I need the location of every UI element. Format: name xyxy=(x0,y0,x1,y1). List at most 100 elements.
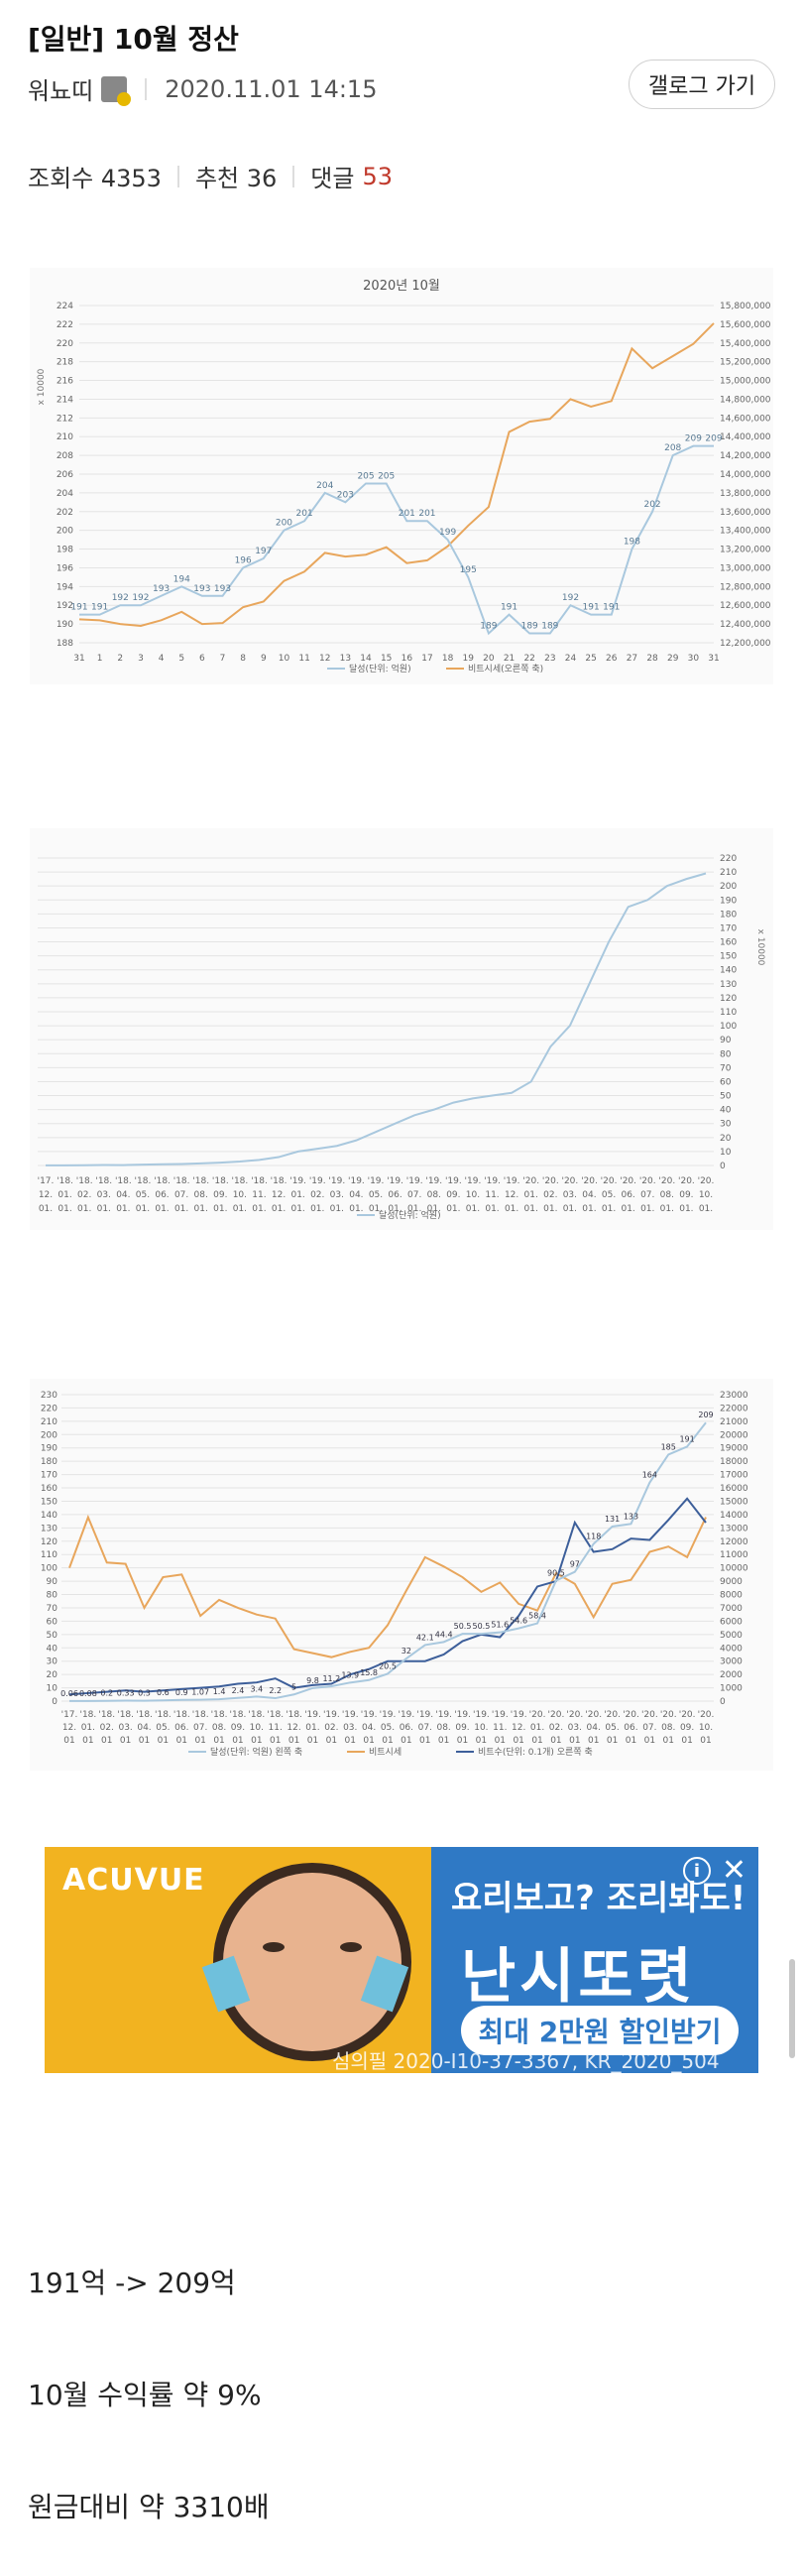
x-tick-label: '18. xyxy=(267,1710,284,1720)
data-label: 2.4 xyxy=(232,1686,245,1695)
x-tick-label: 01. xyxy=(39,1204,53,1214)
data-label: 2.2 xyxy=(269,1686,282,1695)
x-tick-label: 01. xyxy=(155,1204,169,1214)
page-scrollbar[interactable] xyxy=(789,1959,795,2058)
x-tick-label: 01 xyxy=(82,1736,93,1746)
y-tick-label: 220 xyxy=(41,1404,57,1413)
x-tick-label: '18. xyxy=(211,1710,228,1720)
y2-tick-label: 19000 xyxy=(720,1444,748,1454)
x-tick-label: '18. xyxy=(192,1176,209,1186)
y-tick-label: 200 xyxy=(720,882,737,892)
y2-tick-label: 12,200,000 xyxy=(720,639,771,649)
x-tick-label: '20. xyxy=(623,1710,639,1720)
x-tick-label: 06. xyxy=(624,1723,637,1733)
x-tick-label: 3 xyxy=(138,654,144,664)
y2-tick-label: 13,600,000 xyxy=(720,508,771,518)
x-tick-label: 01. xyxy=(369,1204,383,1214)
x-tick-label: 01 xyxy=(194,1736,205,1746)
meta-divider xyxy=(145,77,148,100)
ad-close-icon[interactable]: ✕ xyxy=(721,1853,746,1888)
x-tick-label: 09. xyxy=(446,1190,460,1200)
ad-banner[interactable]: ACUVUE 요리보고? 조리봐도! 난시또렷 최대 2만원 할인받기 심의필 … xyxy=(45,1847,758,2073)
x-tick-label: '19. xyxy=(492,1710,509,1720)
x-tick-label: 01. xyxy=(233,1204,247,1214)
data-label: 209 xyxy=(698,1411,713,1419)
x-tick-label: 07. xyxy=(640,1190,654,1200)
series-line-bitcoin-price xyxy=(68,1514,707,1658)
data-label: 13.9 xyxy=(341,1670,359,1679)
data-label: 32 xyxy=(402,1647,411,1656)
x-tick-label: '18. xyxy=(248,1710,265,1720)
data-label: 197 xyxy=(255,547,272,556)
y2-tick-label: 15,600,000 xyxy=(720,320,771,330)
y-tick-label: 208 xyxy=(57,451,73,461)
x-tick-label: '20. xyxy=(542,1176,559,1186)
post-stats: 조회수 4353 추천 36 댓글 53 xyxy=(28,159,393,193)
y-tick-label: 190 xyxy=(41,1444,57,1454)
data-label: 0.33 xyxy=(117,1689,135,1698)
x-tick-label: '18. xyxy=(155,1710,172,1720)
x-tick-label: 23 xyxy=(544,654,555,664)
x-tick-label: 01 xyxy=(700,1736,711,1746)
x-tick-label: '19. xyxy=(328,1176,345,1186)
x-tick-label: 06. xyxy=(388,1190,402,1200)
x-tick-label: 07. xyxy=(174,1190,188,1200)
y-tick-label: 40 xyxy=(720,1106,732,1116)
x-tick-label: 10. xyxy=(474,1723,488,1733)
y-tick-label: 140 xyxy=(720,966,737,976)
x-tick-label: 01. xyxy=(388,1204,402,1214)
data-label: 11.2 xyxy=(322,1674,340,1683)
author-name[interactable]: 워뇨띠 xyxy=(28,77,94,105)
y-tick-label: 188 xyxy=(57,639,73,649)
x-tick-label: 01. xyxy=(272,1204,286,1214)
ad-info-icon[interactable]: i xyxy=(683,1857,711,1885)
x-tick-label: 11. xyxy=(252,1190,266,1200)
x-tick-label: 01 xyxy=(550,1736,561,1746)
data-label: 192 xyxy=(132,593,149,603)
x-tick-label: 07. xyxy=(642,1723,656,1733)
x-tick-label: 01 xyxy=(213,1736,224,1746)
x-tick-label: '19. xyxy=(473,1710,490,1720)
data-label: 0.08 xyxy=(79,1689,97,1698)
x-tick-label: '19. xyxy=(406,1176,423,1186)
x-tick-label: '19. xyxy=(387,1176,403,1186)
x-tick-label: '18. xyxy=(192,1710,209,1720)
x-tick-label: 9 xyxy=(261,654,267,664)
ad-cta-button[interactable]: 최대 2만원 할인받기 xyxy=(461,2006,739,2055)
y2-tick-label: 12,400,000 xyxy=(720,620,771,630)
ad-big-text: 난시또렷 xyxy=(461,1942,696,2012)
x-tick-label: '20. xyxy=(604,1710,621,1720)
y-tick-label: 0 xyxy=(720,1162,726,1171)
x-tick-label: 04. xyxy=(137,1723,151,1733)
x-tick-label: '19. xyxy=(289,1176,306,1186)
x-tick-label: 01. xyxy=(563,1204,577,1214)
x-tick-label: 07. xyxy=(418,1723,432,1733)
data-label: 198 xyxy=(624,538,640,548)
x-tick-label: 2 xyxy=(117,654,123,664)
y-tick-label: 80 xyxy=(720,1049,732,1059)
y-tick-label: 60 xyxy=(47,1617,58,1627)
y-tick-label: 100 xyxy=(720,1022,737,1032)
y-tick-label: 218 xyxy=(57,358,73,368)
gallog-button[interactable]: 갤로그 가기 xyxy=(629,60,775,109)
data-label: 3.4 xyxy=(250,1684,263,1693)
y-axis-unit: x 10000 xyxy=(37,368,47,405)
y-tick-label: 204 xyxy=(57,489,73,499)
x-tick-label: 01. xyxy=(446,1204,460,1214)
y-tick-label: 90 xyxy=(720,1036,732,1045)
comment-count[interactable]: 53 xyxy=(362,162,393,190)
data-label: 209 xyxy=(705,434,722,444)
y2-tick-label: 13,000,000 xyxy=(720,563,771,573)
y2-tick-label: 14,400,000 xyxy=(720,432,771,442)
y-tick-label: 220 xyxy=(720,854,737,864)
y-tick-label: 20 xyxy=(720,1134,732,1144)
data-label: 0.2 xyxy=(100,1689,113,1698)
data-label: 193 xyxy=(214,584,231,594)
x-tick-label: '19. xyxy=(454,1710,471,1720)
x-tick-label: '20. xyxy=(548,1710,565,1720)
x-tick-label: 01 xyxy=(588,1736,599,1746)
x-tick-label: 24 xyxy=(565,654,577,664)
x-tick-label: 09. xyxy=(231,1723,245,1733)
data-label: 194 xyxy=(173,574,190,584)
ad-headline: 요리보고? 조리봐도! xyxy=(451,1879,746,1918)
